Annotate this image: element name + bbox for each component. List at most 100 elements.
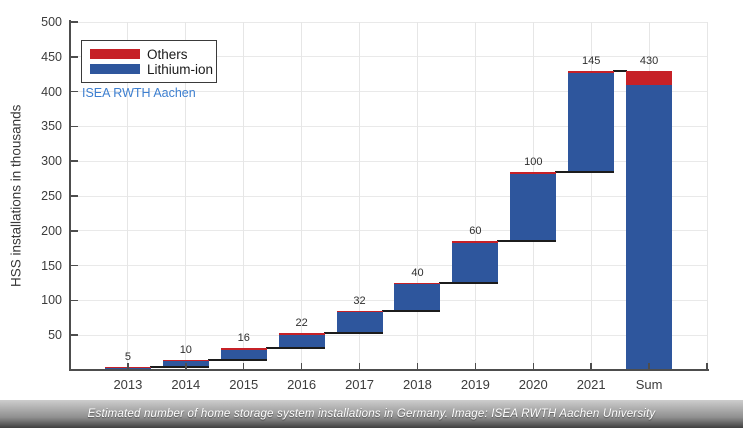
bar-segment-lithium-ion-2015 (220, 349, 267, 360)
gridline-y-350 (70, 125, 708, 127)
y-tick-label: 400 (41, 84, 62, 99)
legend: Others Lithium-ion (81, 40, 217, 83)
gridline-y-500 (70, 21, 708, 23)
y-tick-label: 100 (41, 293, 62, 308)
legend-label-others: Others (147, 46, 188, 62)
bar-segment-lithium-ion-2016 (278, 334, 325, 349)
x-tick-mark (185, 363, 187, 369)
legend-swatch-others (90, 49, 140, 59)
x-tick-mark (242, 363, 245, 369)
x-tick-mark (127, 363, 129, 369)
x-tick-label-Sum: Sum (635, 377, 663, 392)
bar-base-line (510, 240, 557, 243)
legend-swatch-lithium-ion (90, 64, 140, 74)
bar-segment-others-2016 (278, 333, 325, 335)
bar-base-line (220, 358, 267, 361)
y-tick-label: 200 (41, 223, 62, 238)
bar-value-label: 16 (237, 332, 250, 345)
connector-line (381, 309, 396, 312)
x-tick-mark (474, 363, 477, 369)
bar-base-line (568, 170, 615, 173)
x-axis-line (69, 369, 709, 371)
source-credit: ISEA RWTH Aachen (82, 86, 196, 100)
x-tick-mark (358, 363, 361, 369)
bar-value-label: 430 (639, 54, 659, 67)
bar-segment-others-2017 (336, 310, 383, 313)
bar-segment-others-2020 (510, 171, 557, 174)
x-tick-label-2014: 2014 (171, 377, 201, 392)
caption-bar: Estimated number of home storage system … (0, 400, 743, 428)
chart-area: 50 100 150 200 250 300 350 400 450 500 5 2013 10 2014… (41, 15, 709, 392)
bar-segment-lithium-ion-2017 (336, 312, 383, 334)
bar-base-line (278, 347, 325, 350)
y-tick-mark (71, 21, 78, 23)
bar-segment-lithium-ion-2021 (568, 72, 615, 172)
gridline-y-450 (70, 56, 708, 58)
bar-segment-others-2015 (220, 348, 267, 350)
bar-segment-lithium-ion-Sum (626, 84, 673, 370)
y-tick-mark (71, 195, 78, 197)
y-tick-label: 50 (48, 328, 62, 343)
x-tick-label-2013: 2013 (113, 377, 143, 392)
bar-segment-lithium-ion-2018 (394, 284, 441, 311)
x-tick-label-2016: 2016 (287, 377, 317, 392)
gridline-x-2015 (243, 22, 245, 370)
y-tick-mark (71, 230, 78, 232)
bar-value-label: 40 (411, 267, 424, 279)
y-tick-mark (71, 90, 78, 93)
gridline-x-right (706, 22, 708, 370)
gridline-y-200 (70, 230, 708, 232)
y-tick-label: 250 (41, 189, 62, 203)
gridline-y-100 (70, 299, 708, 301)
connector-line (323, 332, 338, 335)
x-tick-label-2021: 2021 (576, 377, 606, 392)
legend-item-others: Others (90, 46, 216, 62)
y-tick-label: 150 (41, 258, 62, 273)
x-tick-mark (648, 363, 650, 369)
x-tick-label-2017: 2017 (345, 377, 374, 392)
bar-segment-others-Sum (626, 70, 673, 85)
y-tick-label: 450 (41, 49, 62, 64)
x-axis-end-tick (706, 363, 708, 370)
connector-line (439, 282, 454, 284)
connector-line (555, 170, 570, 173)
bar-value-label: 60 (469, 225, 482, 238)
bar-value-label: 22 (295, 317, 308, 330)
bar-base-line (336, 332, 383, 335)
bar-value-label: 100 (524, 155, 543, 168)
x-tick-label-2018: 2018 (402, 377, 432, 392)
gridline-x-2014 (185, 22, 187, 370)
gridline-x-2019 (474, 22, 476, 370)
y-tick-mark (71, 299, 78, 302)
y-axis-line (69, 20, 71, 371)
gridline-y-150 (70, 265, 708, 267)
gridline-x-2017 (359, 22, 361, 370)
gridline-x-2013 (127, 22, 129, 370)
gridline-x-2021 (590, 22, 592, 370)
y-axis-title: HSS installations in thousands (8, 104, 24, 288)
gridline-y-400 (70, 91, 708, 93)
bar-value-label: 5 (124, 350, 131, 363)
y-tick-label: 300 (41, 154, 62, 169)
bar-segment-others-2018 (394, 283, 441, 285)
gridline-y-250 (70, 195, 708, 197)
x-tick-mark (416, 363, 419, 369)
gridline-y-50 (70, 334, 708, 336)
bar-value-label: 145 (581, 54, 601, 67)
connector-line (149, 365, 164, 368)
x-tick-label-2020: 2020 (518, 377, 548, 392)
legend-label-lithium-ion: Lithium-ion (147, 61, 214, 77)
bar-value-label: 32 (353, 294, 366, 307)
gridline-x-2018 (416, 22, 418, 370)
gridline-y-300 (70, 160, 708, 162)
bar-segment-lithium-ion-2020 (510, 173, 557, 242)
connector-line (613, 69, 628, 72)
connector-line (265, 347, 280, 350)
x-tick-mark (590, 363, 592, 369)
y-tick-mark (71, 334, 78, 336)
caption-text: Estimated number of home storage system … (87, 408, 656, 420)
connector-line (497, 240, 512, 243)
connector-line (207, 358, 222, 361)
bar-segment-others-2021 (568, 70, 615, 73)
